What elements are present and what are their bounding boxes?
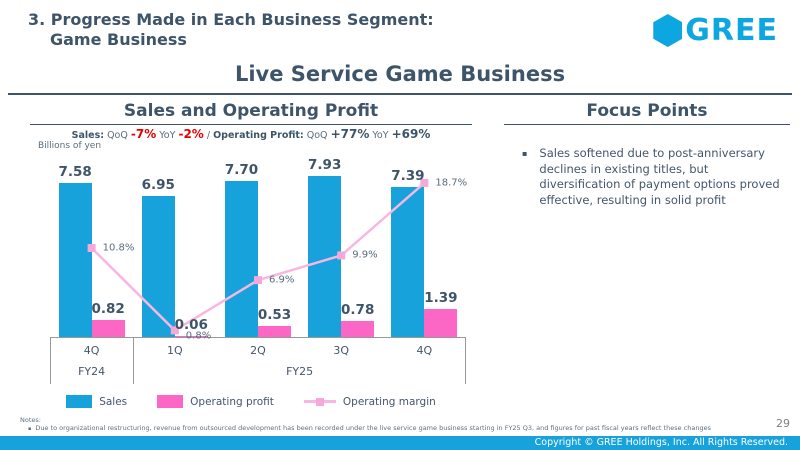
axis-baseline [50,337,466,338]
category-label: 1Q [166,344,183,357]
kpi-sales-qoq-value: -7% [130,127,157,141]
operating-profit-bar [341,321,375,337]
margin-point-marker [254,276,262,285]
kpi-qoq-label-2: QoQ [306,130,328,141]
category-axis: 4Q 1Q 2Q 3Q 4Q FY24 FY25 [50,337,466,384]
operating-margin-line [87,178,429,335]
note-item: ▪ Due to organizational restructuring, r… [28,423,760,433]
gree-logo: GREE [653,14,778,47]
kpi-yoy-label: YoY [159,130,176,141]
focus-bullet-text: Sales softened due to post-anniversary d… [539,146,780,207]
notes-label: Notes: [20,416,41,424]
slide-title: 3. Progress Made in Each Business Segmen… [28,10,434,50]
operating-profit-value-label: 0.78 [341,302,375,319]
kpi-op-qoq-value: +77% [330,127,370,141]
legend-item: Operating profit [157,395,274,408]
kpi-op-yoy-value: +69% [391,127,431,141]
kpi-sales-yoy-value: -2% [178,127,204,141]
axis-tick-line [133,337,135,384]
operating-profit-bar [174,335,208,337]
axis-tick-line [465,337,466,384]
operating-margin-value-label: 6.9% [269,274,295,286]
fiscal-year-label: FY24 [78,365,106,378]
kpi-sales-label: Sales: [71,130,105,141]
operating-margin-value-label: 18.7% [435,177,468,189]
slide-title-line2: Game Business [50,30,187,49]
sales-bar [391,186,425,337]
operating-margin-value-label: 10.8% [102,242,135,254]
title-rule [8,93,792,95]
margin-point-marker [87,244,96,253]
page-title: Live Service Game Business [234,62,566,86]
kpi-separator: / [206,130,211,141]
operating-profit-value-label: 1.39 [424,289,458,306]
focus-bullet-item: ▪ Sales softened due to post-anniversary… [506,146,792,208]
legend-color-swatch [157,395,184,408]
kpi-summary-line: Sales: QoQ -7% YoY -2% / Operating Profi… [30,127,472,141]
gree-hexagon-icon [653,14,683,47]
legend-item: Operating margin [303,395,436,408]
bullet-square-icon: ▪ [522,149,528,158]
axis-unit-label: Billions of yen [38,141,102,151]
legend-line-marker [315,397,324,406]
operating-profit-value-label: 0.53 [257,307,292,324]
operating-profit-bar [258,326,291,337]
sales-bar [225,180,258,337]
gree-logo-text: GREE [685,13,778,48]
operating-margin-value-label: 9.9% [352,249,378,261]
margin-point-marker [337,251,346,260]
operating-profit-value-label: 0.82 [91,301,125,318]
sales-value-label: 7.93 [308,157,342,174]
notes-block: Notes: ▪ Due to organizational restructu… [20,416,760,433]
footer-copyright-bar: Copyright © GREE Holdings, Inc. All Righ… [0,436,800,450]
focus-section-title: Focus Points [504,101,790,125]
operating-profit-bar [424,308,458,337]
kpi-op-label: Operating Profit: [213,130,304,141]
legend-label: Sales [99,395,128,408]
operating-margin-value-label: 0.8% [185,330,212,342]
legend-color-swatch [66,395,93,408]
category-label: 4Q [83,344,100,357]
slide-title-line1: 3. Progress Made in Each Business Segmen… [28,10,434,29]
category-label: 2Q [250,344,266,357]
margin-point-marker [420,178,429,187]
legend-label: Operating profit [190,395,274,408]
sales-value-label: 7.58 [58,164,92,181]
kpi-yoy-label-2: YoY [372,130,389,141]
legend-item: Sales [66,395,127,408]
margin-point-marker [170,326,179,335]
sales-value-label: 7.39 [391,167,425,184]
fiscal-year-label: FY25 [286,365,314,378]
focus-points-body: ▪ Sales softened due to post-anniversary… [506,146,792,208]
chart-section-title: Sales and Operating Profit [30,101,472,125]
sales-operating-profit-chart: 7.58 0.82 6.95 0.06 7.70 0.53 7.93 0.78 7.39 1.39… [50,155,468,342]
category-label: 4Q [416,344,433,357]
legend-label: Operating margin [342,395,436,408]
sales-value-label: 7.70 [224,161,259,178]
axis-tick-line [50,337,51,384]
kpi-qoq-label: QoQ [107,130,128,141]
note-bullet-icon: ▪ [28,425,32,432]
category-label: 3Q [333,344,350,357]
legend-line-swatch [303,395,336,408]
operating-profit-bar [91,320,125,337]
chart-legend: Sales Operating profit Operating margin [30,395,472,408]
operating-profit-value-label: 0.06 [174,316,208,333]
sales-bar [58,183,92,337]
sales-value-label: 6.95 [141,176,175,193]
note-text: Due to organizational restructuring, rev… [35,423,711,432]
page-number: 29 [776,417,790,430]
